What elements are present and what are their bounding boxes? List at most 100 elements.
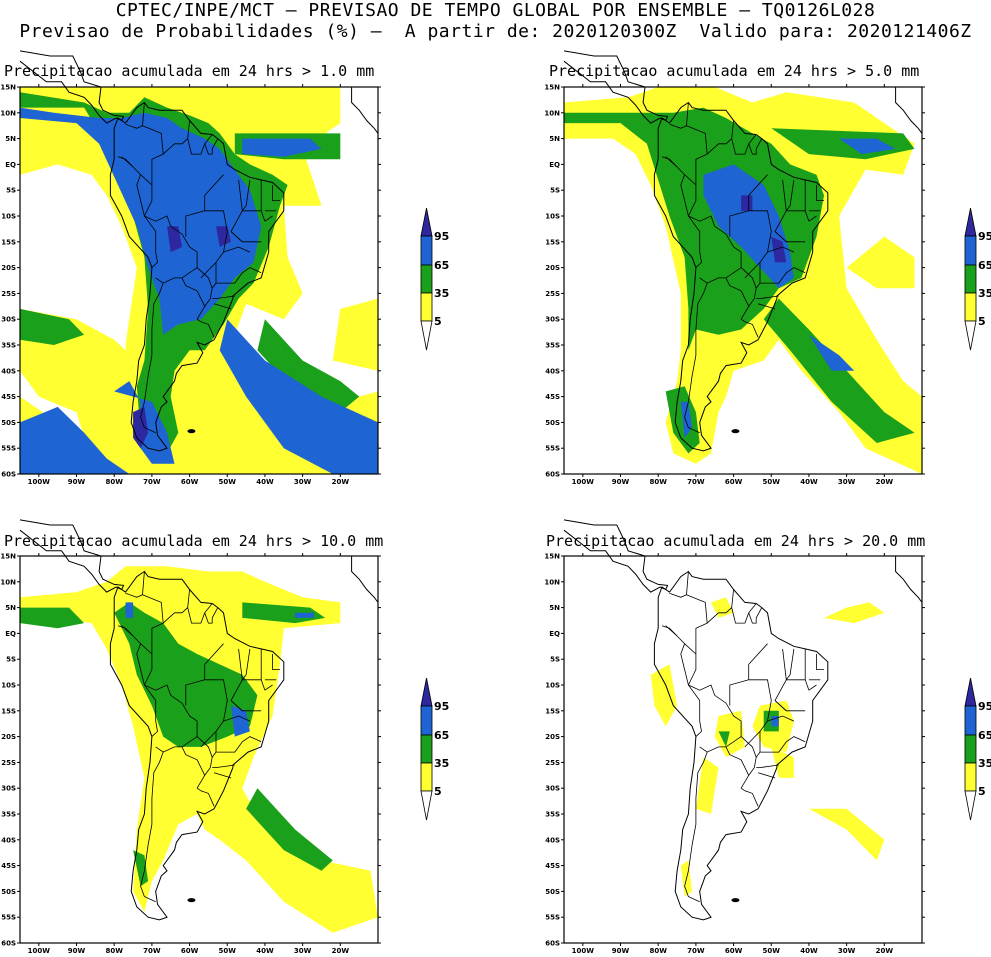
lat-tick-label: 15S [545,707,560,715]
navy-probability-region [771,236,787,263]
lat-tick-label: 55S [545,914,560,922]
lat-tick-label: 25S [1,290,16,298]
lat-tick-label: 30S [545,316,560,324]
legend-level-label: 5 [434,315,442,328]
country-border [185,210,205,237]
lat-tick-label: 5S [550,187,560,195]
country-border [241,648,251,681]
country-border [196,318,215,338]
lon-tick-label: 40W [800,947,818,955]
country-border [212,764,235,769]
lon-tick-label: 90W [612,478,630,486]
country-border [162,120,190,155]
lat-tick-label: 35S [545,811,560,819]
country-border [740,787,759,807]
lat-tick-label: 10N [544,578,560,586]
legend-level-label: 65 [434,259,449,272]
legend-level-label: 5 [978,785,986,798]
green-probability-region [133,850,149,887]
country-border [669,592,687,598]
lat-tick-label: 15S [1,707,16,715]
country-border [744,210,772,279]
yellow-probability-region [650,664,678,727]
country-border [200,210,228,279]
country-border [181,267,213,308]
map-canvas-4: 15N 10N 5N EQ 5S 10S 15S 20S 25S 30S 35S 40S 45S 50S 5… [544,519,925,955]
lon-tick-label: 20W [876,478,894,486]
legend-level-label: 5 [434,785,442,798]
country-border [223,246,251,253]
map-canvas-1: 15N 10N 5N EQ 5S 10S 15S 20S 25S 30S 35S 40S 45S 50S 5… [0,50,381,486]
falklands [731,429,740,434]
country-border [212,295,235,300]
legend-swatch-65-95 [964,235,977,266]
country-border [785,648,795,681]
country-border [204,138,219,155]
lat-tick-label: 5S [6,187,16,195]
lon-tick-label: 70W [687,478,705,486]
lat-tick-label: 5S [550,656,560,664]
country-border [757,772,776,779]
country-border [272,185,280,201]
lat-tick-label: 5N [549,135,560,143]
country-border [725,736,757,777]
panel-4-title: Precipitacao acumulada em 24 hrs > 20.0 … [546,532,926,550]
green-probability-region [20,308,85,345]
lat-tick-label: 10S [545,682,560,690]
yellow-probability-region [711,597,734,618]
country-border [684,643,742,737]
lon-tick-label: 90W [612,947,630,955]
blue-probability-region [808,334,855,371]
legend-swatch-65-95 [964,705,977,736]
central-america-coastline [563,519,669,593]
lon-tick-label: 60W [725,478,743,486]
blue-probability-region [295,612,314,618]
lat-tick-label: 15S [545,238,560,246]
country-border [204,643,224,680]
country-border [661,156,678,168]
legend-min-arrow [420,790,433,821]
country-border [230,231,262,243]
country-border [213,303,232,310]
lon-tick-label: 20W [876,947,894,955]
country-border [140,643,198,737]
lat-tick-label: 20S [545,733,560,741]
lat-tick-label: 55S [545,445,560,453]
lat-tick-label: 50S [545,419,560,427]
lat-tick-label: 50S [1,419,16,427]
country-border [816,654,824,670]
lon-tick-label: 30W [294,947,312,955]
country-border [729,679,749,706]
lat-tick-label: 40S [1,836,16,844]
map-panel-4: 15N 10N 5N EQ 5S 10S 15S 20S 25S 30S 35S 40S 45S 50S 5… [544,519,925,955]
lon-tick-label: 30W [838,478,856,486]
country-border [669,123,687,129]
country-border [706,120,734,155]
country-border [748,643,768,680]
lon-tick-label: 70W [143,947,161,955]
country-border [140,282,164,434]
blue-probability-region [680,401,693,438]
lon-tick-label: 40W [256,478,274,486]
south-america-coastline [109,101,285,452]
legend-level-label: 35 [978,757,991,770]
lon-tick-label: 90W [68,478,86,486]
lat-tick-label: 30S [1,785,16,793]
green-probability-region [257,319,360,413]
map-canvas-3: 15N 10N 5N EQ 5S 10S 15S 20S 25S 30S 35S 40S 45S 50S 5… [0,519,381,955]
country-border [264,215,273,222]
south-america-coastline [109,570,285,921]
country-border [155,736,198,753]
country-border [187,603,213,624]
country-border [759,731,806,753]
blue-probability-region [771,716,779,727]
yellow-probability-region [20,566,378,933]
legend-min-arrow [420,320,433,351]
legend-swatch-5-35 [420,762,433,792]
blue-probability-region [219,319,378,474]
legend-level-label: 65 [978,259,991,272]
country-border [204,174,224,211]
country-border [213,772,232,779]
country-border [748,607,763,624]
green-probability-region [718,731,730,747]
